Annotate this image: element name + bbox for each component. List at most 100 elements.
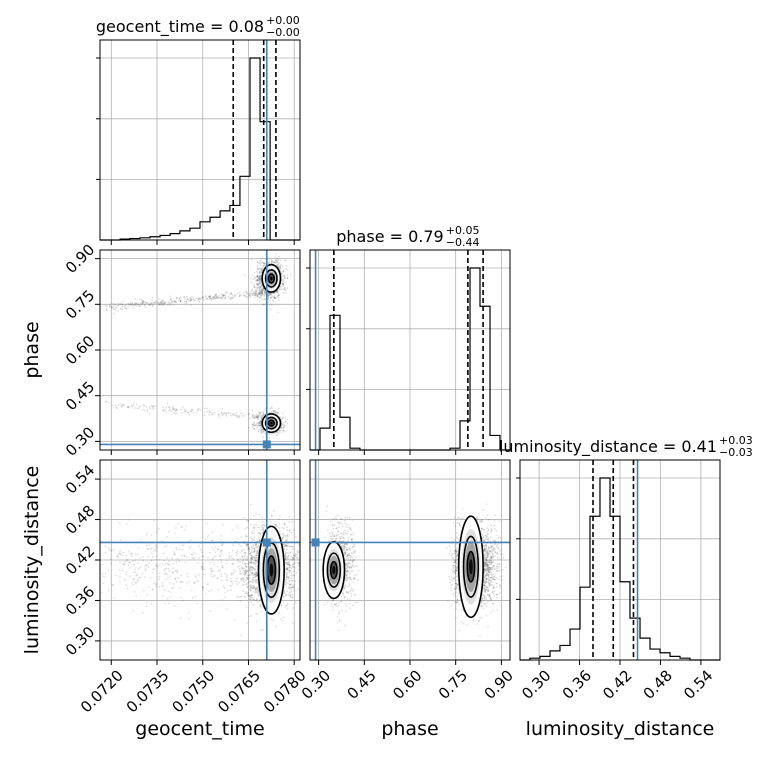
scatter-point [497, 567, 499, 570]
scatter-point [452, 564, 455, 566]
scatter-point [284, 557, 287, 559]
scatter-point [209, 297, 212, 299]
scatter-point [257, 430, 260, 433]
scatter-point [285, 579, 288, 581]
scatter-point [131, 303, 133, 306]
scatter-point [252, 561, 255, 564]
scatter-point [254, 424, 256, 427]
scatter-point [246, 622, 249, 624]
scatter-point [238, 572, 241, 575]
scatter-layer [100, 250, 510, 637]
scatter-point [222, 585, 225, 588]
scatter-point [188, 547, 191, 550]
scatter-point [281, 526, 284, 529]
scatter-point [231, 563, 234, 565]
scatter-point [229, 298, 232, 300]
scatter-point [453, 552, 456, 555]
scatter-point [162, 300, 164, 303]
scatter-point [141, 555, 144, 558]
scatter-point [241, 412, 244, 415]
scatter-point [289, 551, 291, 554]
scatter-point [284, 580, 287, 583]
scatter-point [253, 526, 256, 529]
scatter-point [279, 266, 281, 269]
scatter-point [262, 431, 264, 434]
scatter-point [250, 503, 252, 506]
scatter-point [205, 297, 208, 299]
scatter-point [212, 556, 215, 558]
scatter-point [186, 575, 189, 578]
scatter-point [259, 280, 262, 282]
scatter-point [255, 286, 258, 289]
scatter-point [186, 298, 189, 300]
scatter-point [139, 566, 142, 569]
scatter-point [208, 295, 210, 298]
scatter-point [107, 546, 110, 549]
scatter-point [148, 304, 151, 307]
scatter-point [238, 294, 241, 297]
scatter-point [253, 585, 256, 588]
scatter-point [245, 534, 247, 537]
scatter-point [484, 537, 487, 540]
scatter-point [214, 294, 216, 297]
scatter-point [479, 634, 481, 637]
scatter-point [279, 514, 281, 517]
scatter-point [254, 571, 257, 574]
scatter-point [252, 543, 254, 546]
scatter-point [245, 563, 247, 565]
scatter-point [486, 588, 489, 591]
scatter-point [455, 600, 458, 603]
scatter-point [197, 562, 200, 565]
scatter-point [268, 293, 271, 296]
scatter-point [262, 529, 265, 532]
scatter-point [115, 306, 118, 309]
scatter-point [228, 551, 231, 554]
scatter-point [247, 576, 250, 579]
scatter-point [256, 271, 259, 274]
scatter-point [258, 538, 261, 541]
scatter-point [172, 583, 175, 586]
scatter-point [259, 278, 262, 281]
scatter-point [198, 545, 200, 548]
scatter-point [206, 410, 209, 413]
scatter-point [282, 270, 285, 273]
scatter-point [164, 572, 167, 574]
scatter-point [260, 261, 263, 264]
scatter-point [286, 269, 289, 272]
scatter-point [259, 281, 262, 284]
scatter-point [237, 559, 240, 562]
scatter-point [204, 411, 206, 414]
scatter-point [163, 301, 166, 304]
scatter-point [264, 291, 267, 294]
scatter-point [287, 582, 290, 585]
scatter-point [251, 292, 253, 295]
scatter-point [129, 302, 132, 305]
scatter-point [286, 418, 289, 421]
scatter-point [258, 415, 261, 417]
scatter-point [138, 557, 141, 560]
scatter-point [293, 570, 295, 573]
scatter-point [155, 555, 158, 558]
scatter-point [142, 404, 145, 407]
scatter-point [254, 556, 257, 559]
scatter-point [179, 581, 182, 584]
scatter-point [121, 304, 124, 307]
scatter-point [243, 415, 245, 417]
scatter-point [239, 294, 241, 297]
scatter-point [283, 590, 286, 593]
scatter-point [252, 278, 255, 280]
scatter-point [259, 286, 262, 289]
scatter-point [273, 294, 276, 297]
scatter-point [277, 432, 280, 435]
scatter-point [242, 577, 245, 580]
scatter-point [285, 420, 287, 423]
scatter-point [256, 416, 259, 419]
scatter-point [340, 535, 343, 538]
scatter-point [352, 565, 355, 568]
scatter-point [244, 527, 247, 530]
scatter-point [261, 428, 264, 430]
scatter-point [174, 570, 177, 572]
scatter-point [171, 407, 174, 410]
scatter-point [259, 274, 262, 277]
scatter-point [259, 278, 261, 280]
